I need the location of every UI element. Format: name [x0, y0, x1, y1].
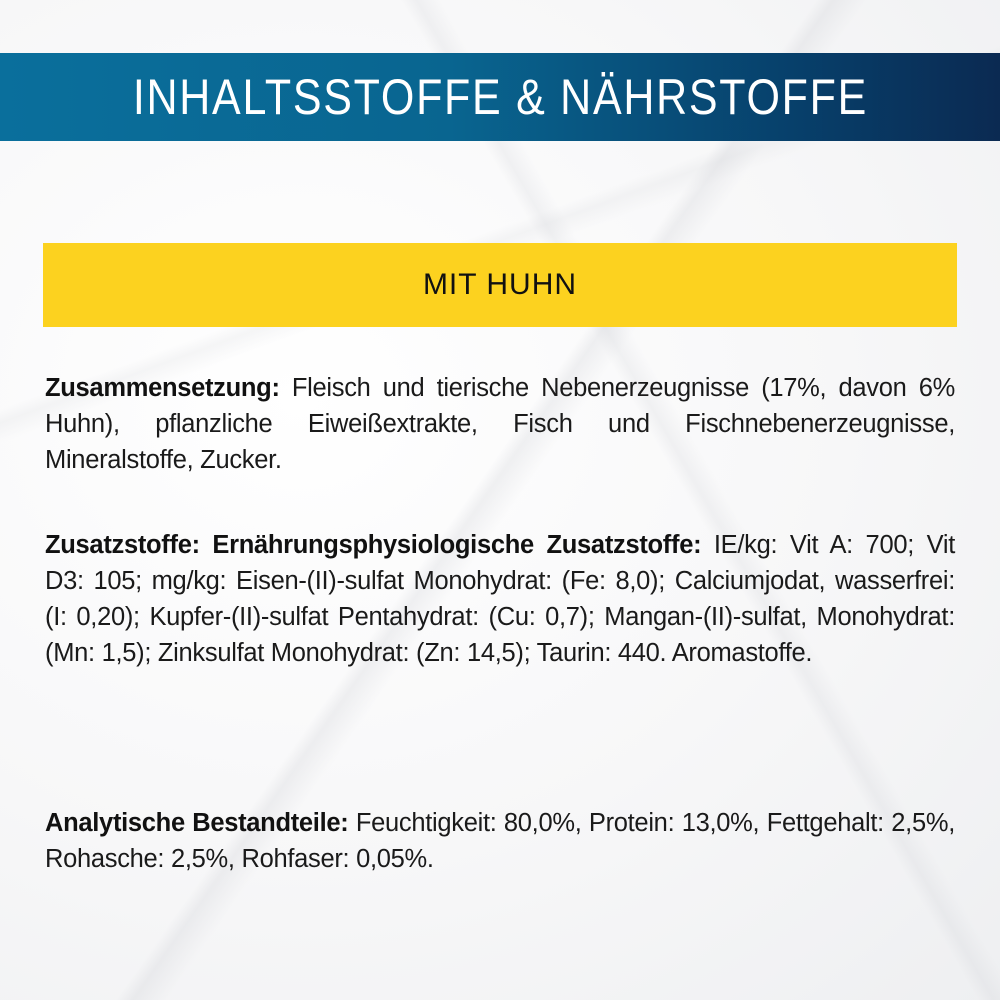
additives-heading: Zusatzstoffe: Ernährungsphysiologische Z… [45, 531, 702, 559]
composition-text: Fleisch und tierische Nebenerzeugnisse (… [45, 374, 955, 474]
page-title: INHALTSSTOFFE & NÄHRSTOFFE [132, 69, 868, 125]
additives-text: IE/kg: Vit A: 700; Vit D3: 105; mg/kg: E… [45, 531, 955, 667]
title-banner: INHALTSSTOFFE & NÄHRSTOFFE [0, 53, 1000, 141]
analytical-paragraph: Analytische Bestandteile: Feuchtigkeit: … [45, 805, 955, 877]
additives-paragraph: Zusatzstoffe: Ernährungsphysiologische Z… [45, 527, 955, 671]
variant-banner: MIT HUHN [43, 243, 957, 327]
composition-paragraph: Zusammensetzung: Fleisch und tierische N… [45, 370, 955, 478]
composition-heading: Zusammensetzung: [45, 374, 280, 402]
analytical-heading: Analytische Bestandteile: [45, 809, 349, 837]
variant-label: MIT HUHN [422, 268, 578, 301]
analytical-text: Feuchtigkeit: 80,0%, Protein: 13,0%, Fet… [45, 809, 955, 873]
